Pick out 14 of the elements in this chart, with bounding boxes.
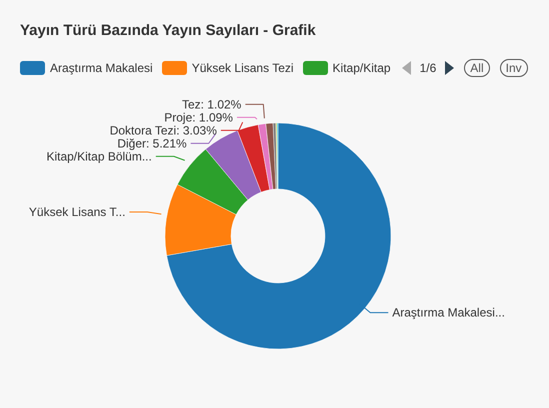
slice-label: Tez: 1.02% bbox=[182, 97, 242, 112]
text: Inv bbox=[500, 59, 528, 77]
text: Araştırma Makalesi... bbox=[392, 306, 505, 320]
slice-label: Proje: 1.09% bbox=[164, 110, 234, 124]
chart-title: Yayın Türü Bazında Yayın Sayıları - Grafik bbox=[20, 22, 316, 39]
slice-label: Diğer: 5.21% bbox=[117, 136, 188, 150]
text: Kitap/Kitap Bölüm... bbox=[46, 149, 152, 164]
text: All bbox=[464, 59, 490, 77]
text: 1/6 bbox=[420, 61, 436, 75]
text: Yüksek Lisans T... bbox=[28, 205, 126, 220]
slice-label: Doktora Tezi: 3.03% bbox=[110, 123, 218, 138]
legend-label: Yüksek Lisans Tezi bbox=[192, 61, 294, 75]
legend-label: Kitap/Kitap bbox=[332, 61, 391, 75]
legend-label: Araştırma Makalesi bbox=[50, 61, 153, 75]
